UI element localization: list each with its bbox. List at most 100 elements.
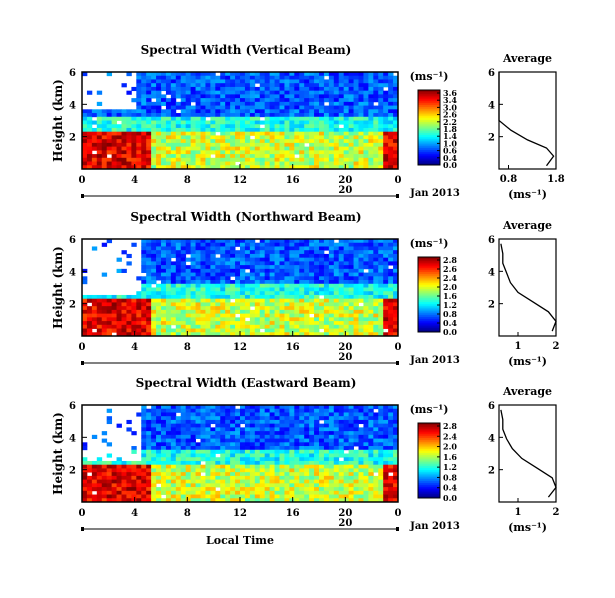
- heatmap-cell: [136, 332, 142, 337]
- heatmap-cell: [259, 324, 266, 329]
- heatmap-cell: [323, 419, 330, 425]
- heatmap-cell: [309, 442, 315, 447]
- heatmap-cell: [146, 416, 152, 421]
- heatmap-cell: [86, 309, 93, 315]
- heatmap-cell: [220, 280, 226, 285]
- heatmap-cell: [328, 253, 335, 259]
- heatmap-cell: [185, 265, 192, 270]
- heatmap-cell: [289, 98, 295, 103]
- heatmap-cell: [309, 109, 315, 114]
- heatmap-cell: [151, 475, 157, 481]
- heatmap-cell: [368, 438, 374, 443]
- heatmap-cell: [170, 460, 177, 466]
- heatmap-cell: [151, 412, 157, 417]
- heatmap-cell: [200, 124, 206, 129]
- heatmap-cell: [249, 416, 256, 421]
- heatmap-cell: [269, 438, 275, 443]
- heatmap-cell: [378, 294, 384, 300]
- heatmap-cell: [156, 276, 162, 281]
- heatmap-cell: [220, 257, 226, 262]
- heatmap-cell: [220, 321, 226, 326]
- heatmap-cell: [378, 498, 384, 503]
- heatmap-cell: [289, 449, 295, 454]
- heatmap-cell: [284, 246, 290, 251]
- heatmap-cell: [289, 154, 295, 159]
- heatmap-cell: [284, 287, 290, 292]
- heatmap-cell: [141, 98, 147, 103]
- heatmap-cell: [284, 332, 290, 337]
- heatmap-cell: [146, 419, 152, 425]
- heatmap-cell: [358, 309, 364, 315]
- heatmap-cell: [269, 291, 275, 296]
- heatmap-cell: [259, 246, 266, 251]
- heatmap-cell: [319, 453, 325, 458]
- heatmap-cell: [101, 161, 108, 166]
- heatmap-cell: [151, 246, 157, 251]
- heatmap-cell: [269, 272, 275, 277]
- heatmap-cell: [373, 494, 379, 499]
- heatmap-cell: [323, 309, 330, 315]
- heatmap-cell: [284, 72, 290, 77]
- colorbar-swatch: [418, 322, 440, 325]
- heatmap-cell: [170, 280, 177, 285]
- heatmap-cell: [254, 150, 261, 155]
- heatmap-cell: [161, 291, 167, 296]
- heatmap-cell: [254, 101, 261, 106]
- heatmap-cell: [190, 109, 196, 114]
- heatmap-cell: [299, 405, 305, 410]
- heatmap-cell: [185, 453, 192, 458]
- heatmap-cell: [259, 408, 266, 413]
- heatmap-cell: [279, 475, 285, 481]
- heatmap-cell: [333, 498, 340, 503]
- heatmap-cell: [348, 116, 354, 121]
- heatmap-cell: [378, 332, 384, 337]
- heatmap-cell: [156, 317, 162, 322]
- heatmap-cell: [393, 83, 399, 88]
- heatmap-cell: [269, 283, 275, 288]
- heatmap-cell: [185, 490, 192, 495]
- heatmap-cell: [309, 472, 315, 477]
- heatmap-cell: [368, 490, 374, 495]
- heatmap-cell: [348, 120, 354, 125]
- heatmap-cell: [195, 449, 201, 454]
- heatmap-cell: [373, 306, 379, 311]
- heatmap-cell: [383, 94, 389, 99]
- colorbar-swatch: [418, 112, 440, 115]
- heatmap-cell: [151, 427, 157, 432]
- heatmap-cell: [185, 291, 192, 296]
- heatmap-cell: [165, 479, 172, 484]
- heatmap-cell: [314, 446, 320, 451]
- heatmap-cell: [240, 98, 246, 103]
- heatmap-cell: [294, 72, 300, 77]
- colorbar-swatch: [418, 133, 440, 136]
- heatmap-cell: [126, 157, 132, 162]
- heatmap-cell: [200, 423, 206, 428]
- heatmap-cell: [195, 161, 201, 166]
- heatmap-cell: [141, 157, 147, 162]
- heatmap-cell: [146, 449, 152, 454]
- heatmap-cell: [299, 313, 305, 318]
- heatmap-cell: [264, 90, 271, 95]
- heatmap-cell: [111, 317, 117, 322]
- heatmap-cell: [82, 479, 88, 484]
- heatmap-cell: [116, 498, 122, 503]
- colorbar-swatch: [418, 136, 440, 140]
- heatmap-cell: [156, 250, 162, 255]
- heatmap-cell: [86, 294, 93, 300]
- heatmap-cell: [333, 139, 340, 144]
- heatmap-cell: [121, 468, 127, 473]
- colorbar-swatch: [418, 483, 440, 486]
- heatmap-cell: [151, 161, 157, 166]
- heatmap-cell: [156, 135, 162, 140]
- heatmap-cell: [373, 298, 379, 303]
- heatmap-cell: [259, 498, 266, 503]
- heatmap-cell: [156, 239, 162, 244]
- heatmap-cell: [294, 431, 300, 436]
- heatmap-cell: [185, 498, 192, 503]
- heatmap-cell: [299, 72, 305, 77]
- heatmap-cell: [210, 408, 216, 413]
- heatmap-cell: [131, 483, 137, 488]
- heatmap-cell: [225, 120, 231, 125]
- heatmap-cell: [289, 86, 295, 92]
- heatmap-cell: [235, 165, 241, 170]
